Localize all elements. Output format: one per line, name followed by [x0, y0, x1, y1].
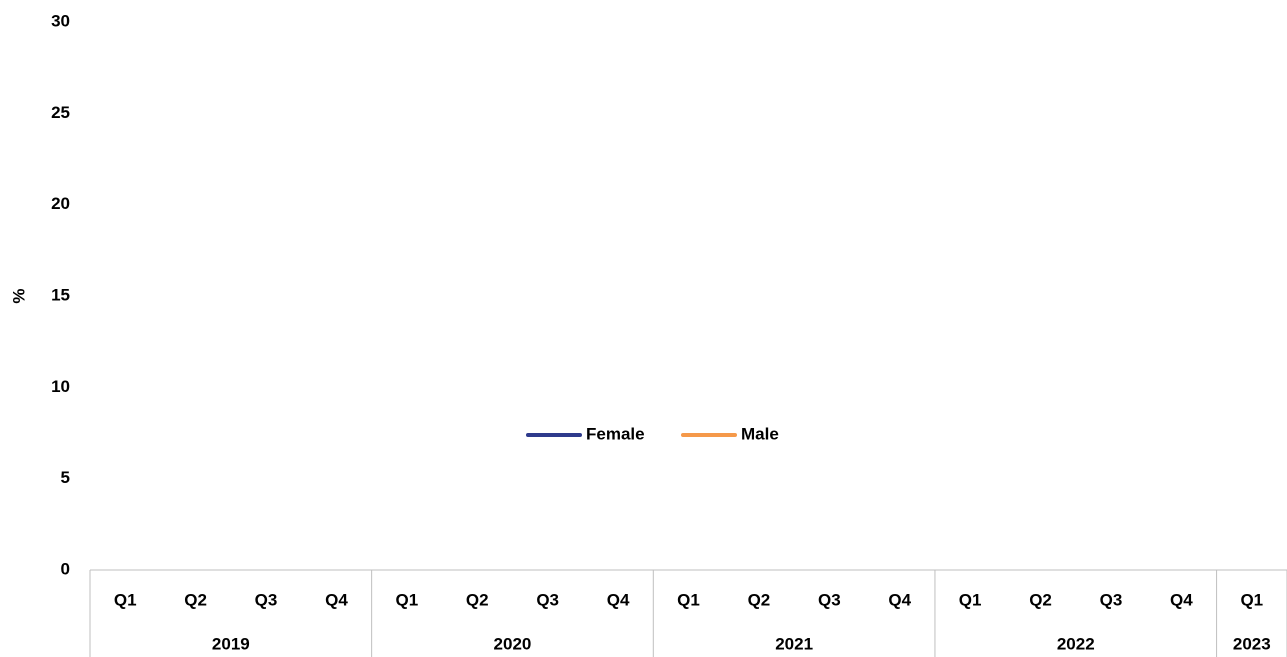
x-group-label: 2020 [494, 634, 532, 653]
x-group-label: 2021 [775, 634, 813, 653]
x-tick-label: Q1 [959, 590, 982, 609]
x-group-label: 2022 [1057, 634, 1095, 653]
y-tick-label: 20 [51, 194, 70, 213]
x-group-label: 2023 [1233, 634, 1271, 653]
x-tick-label: Q2 [748, 590, 771, 609]
x-tick-label: Q3 [1100, 590, 1123, 609]
legend-label: Male [741, 424, 779, 443]
x-tick-label: Q4 [888, 590, 911, 609]
y-tick-label: 5 [61, 468, 70, 487]
x-tick-label: Q3 [818, 590, 841, 609]
x-tick-label: Q2 [466, 590, 489, 609]
x-group-label: 2019 [212, 634, 250, 653]
x-tick-label: Q4 [1170, 590, 1193, 609]
y-tick-label: 10 [51, 377, 70, 396]
x-tick-label: Q1 [396, 590, 419, 609]
y-tick-label: 0 [61, 559, 70, 578]
x-tick-label: Q4 [325, 590, 348, 609]
x-tick-label: Q1 [114, 590, 137, 609]
x-tick-label: Q3 [536, 590, 559, 609]
y-tick-label: 30 [51, 11, 70, 30]
x-tick-label: Q3 [255, 590, 278, 609]
x-tick-label: Q2 [1029, 590, 1052, 609]
x-tick-label: Q1 [677, 590, 700, 609]
x-tick-label: Q4 [607, 590, 630, 609]
x-tick-label: Q1 [1240, 590, 1263, 609]
x-tick-label: Q2 [184, 590, 207, 609]
y-axis-label: % [9, 288, 28, 303]
y-tick-label: 25 [51, 103, 70, 122]
y-tick-label: 15 [51, 285, 70, 304]
legend-label: Female [586, 424, 645, 443]
